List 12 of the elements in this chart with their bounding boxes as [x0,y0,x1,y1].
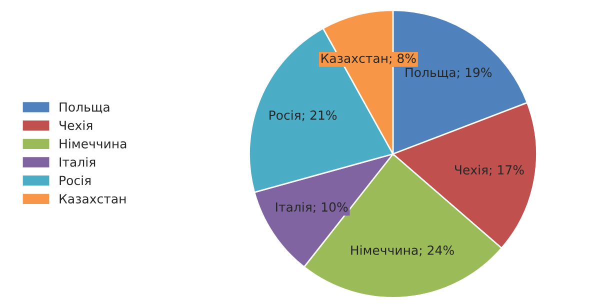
legend-label: Польща [60,102,110,114]
legend-label: Німеччина [60,138,126,148]
legend-label: Росія [60,175,91,186]
data-label: Чехія; 17% [454,164,524,176]
legend-label: Чехія [60,120,92,130]
data-label: Німеччина; 24% [351,245,454,256]
data-label: Італія; 10% [276,202,348,214]
legend-label: Італія [60,157,96,167]
data-label: Казахстан; 8% [322,54,416,64]
legend-label: Казахстан [60,194,126,204]
data-label: Польща; 19% [406,68,492,79]
data-label: Росія; 21% [270,110,337,122]
